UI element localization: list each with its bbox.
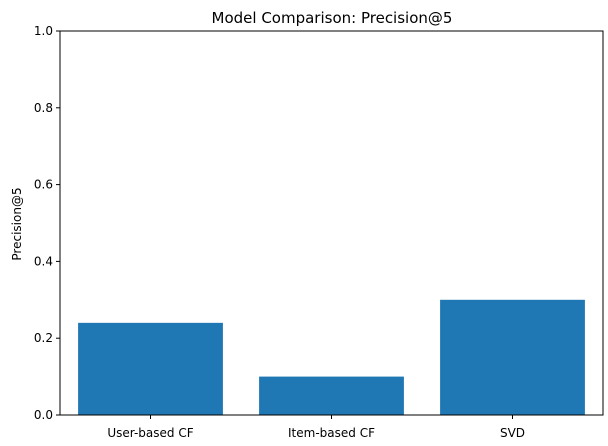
y-tick-label-2: 0.4 xyxy=(34,254,53,268)
x-tick-label-2: SVD xyxy=(500,426,525,440)
chart-title: Model Comparison: Precision@5 xyxy=(212,9,453,27)
x-tick-label-0: User-based CF xyxy=(107,426,193,440)
y-tick-label-1: 0.2 xyxy=(34,331,53,345)
y-axis-label: Precision@5 xyxy=(10,187,24,260)
plot-area: 0.0 0.2 0.4 0.6 0.8 1.0 User-based CF Item-base… xyxy=(34,24,604,440)
bar-1 xyxy=(259,376,404,415)
y-tick-label-3: 0.6 xyxy=(34,178,53,192)
x-tick-label-1: Item-based CF xyxy=(288,426,375,440)
bar-0 xyxy=(78,322,223,415)
y-tick-label-0: 0.0 xyxy=(34,408,53,422)
bar-2 xyxy=(440,299,585,415)
y-tick-label-4: 0.8 xyxy=(34,101,53,115)
y-tick-label-5: 1.0 xyxy=(34,24,53,38)
